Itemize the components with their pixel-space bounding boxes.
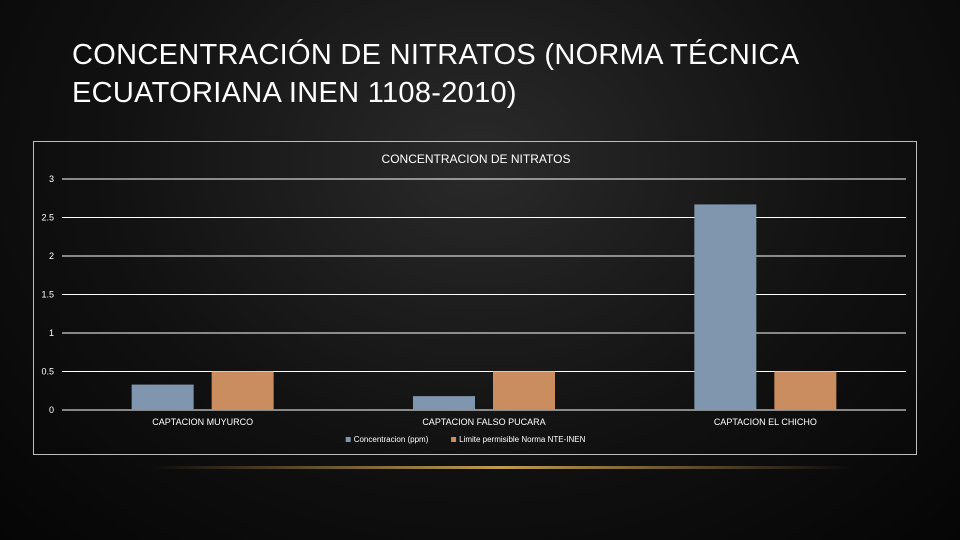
legend-swatch-1 xyxy=(451,437,457,442)
x-tick-label-0: CAPTACION MUYURCO xyxy=(152,417,253,427)
bar-limite-1 xyxy=(493,371,555,410)
legend-swatch-0 xyxy=(345,437,351,442)
x-tick-label-1: CAPTACION FALSO PUCARA xyxy=(422,417,545,427)
nitrate-bar-chart: CONCENTRACION DE NITRATOS 0 0.5 1 1.5 2 2.5 3 CA… xyxy=(41,152,906,444)
bar-concentracion-2 xyxy=(694,204,757,410)
decorative-glow-line xyxy=(150,466,850,469)
legend-label-0: Concentracion (ppm) xyxy=(354,435,429,444)
bar-limite-0 xyxy=(211,371,274,410)
x-tick-label-2: CAPTACION EL CHICHO xyxy=(714,417,817,427)
y-tick-label-6: 3 xyxy=(49,174,54,184)
y-tick-label-4: 2 xyxy=(49,251,54,261)
y-tick-label-2: 1 xyxy=(49,328,54,338)
y-tick-label-0: 0 xyxy=(49,405,54,415)
chart-frame: CONCENTRACION DE NITRATOS 0 0.5 1 1.5 2 2.5 3 CA… xyxy=(33,141,917,455)
bar-concentracion-0 xyxy=(131,384,194,410)
y-tick-label-1: 0.5 xyxy=(41,367,54,377)
slide-title: CONCENTRACIÓN DE NITRATOS (NORMA TÉCNICA… xyxy=(72,39,798,109)
bar-limite-2 xyxy=(774,371,837,410)
bar-concentracion-1 xyxy=(413,396,475,410)
legend-label-1: Limite permisible Norma NTE-INEN xyxy=(459,435,585,444)
chart-title: CONCENTRACION DE NITRATOS xyxy=(382,152,571,166)
y-tick-label-5: 2.5 xyxy=(41,213,54,223)
y-tick-label-3: 1.5 xyxy=(41,290,54,300)
